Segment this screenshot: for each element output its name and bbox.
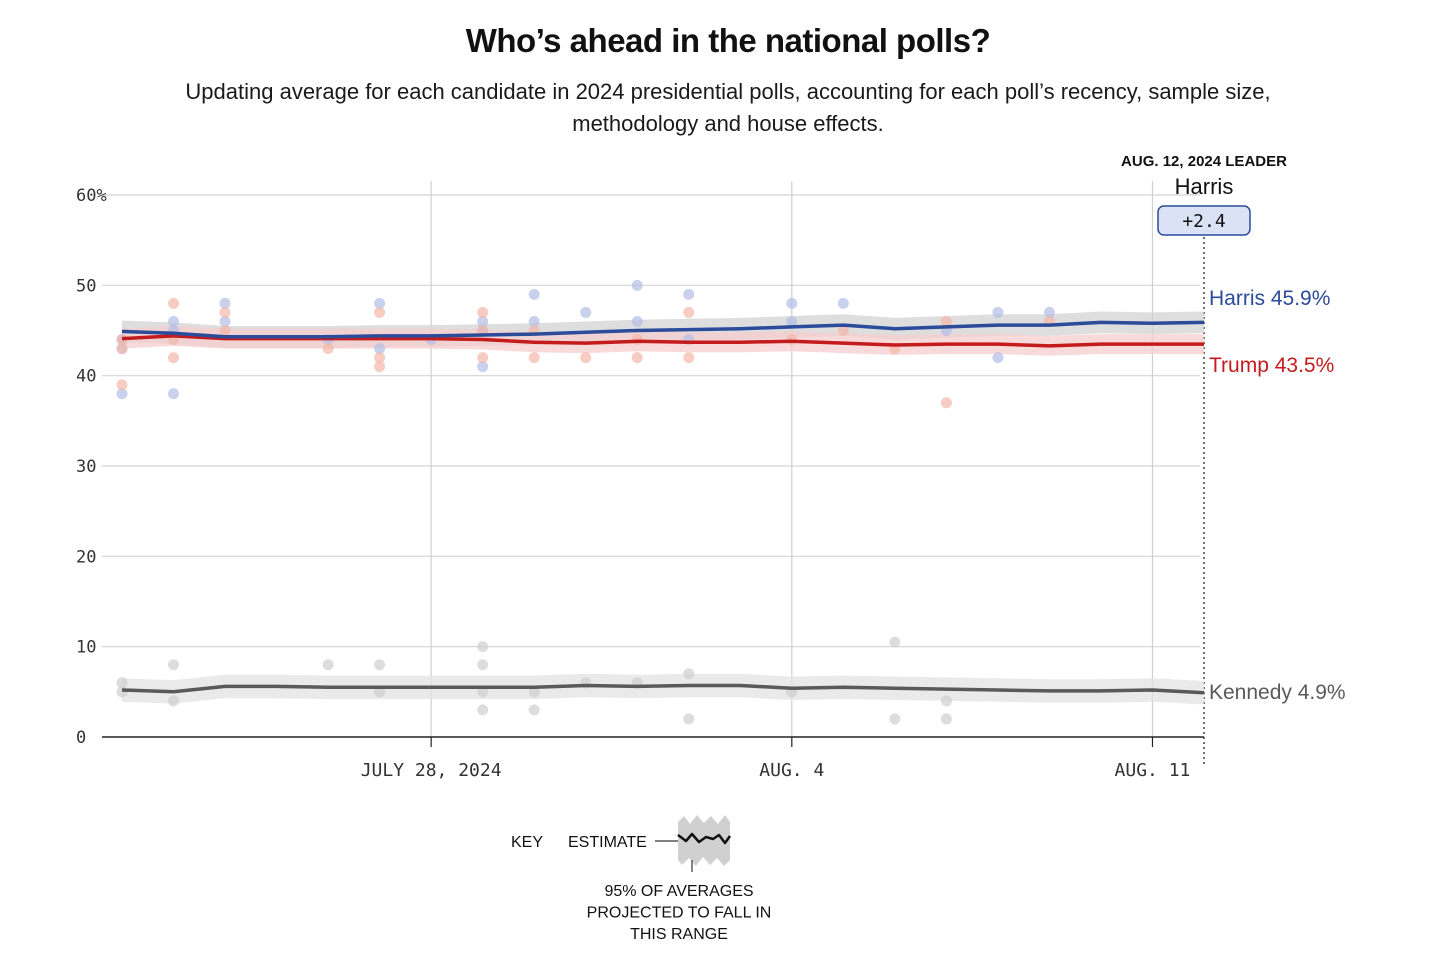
- key-label: KEY: [511, 834, 543, 851]
- poll-dot-harris: [786, 315, 798, 327]
- poll-dot-kennedy: [683, 668, 695, 680]
- poll-dot-harris: [992, 306, 1004, 318]
- x-tick-label: AUG. 4: [759, 760, 824, 781]
- poll-dot-trump: [168, 352, 180, 364]
- average-line-harris: [121, 320, 1205, 339]
- poll-dot-kennedy: [683, 713, 695, 725]
- leader-margin-badge: [1157, 205, 1251, 236]
- poll-dot-harris: [168, 315, 180, 327]
- poll-dot-kennedy: [477, 641, 489, 653]
- poll-dot-harris: [992, 352, 1004, 364]
- poll-dot-trump: [940, 397, 952, 409]
- key-estimate-label: ESTIMATE: [568, 834, 647, 851]
- poll-dot-trump: [683, 352, 695, 364]
- average-lines: [121, 320, 1205, 695]
- x-tick-label: JULY 28, 2024: [361, 760, 502, 781]
- poll-dot-kennedy: [889, 636, 901, 648]
- poll-dot-trump: [219, 325, 231, 336]
- poll-dot-harris: [168, 388, 180, 400]
- poll-dot-trump: [116, 343, 128, 355]
- poll-dot-harris: [1043, 306, 1055, 318]
- chart-title: Who’s ahead in the national polls?: [465, 22, 991, 59]
- poll-dot-kennedy: [116, 677, 128, 689]
- poll-dot-kennedy: [168, 695, 180, 707]
- end-label-harris: Harris 45.9%: [1209, 287, 1330, 310]
- chart-subtitle: Updating average for each candidate in 2…: [185, 79, 1271, 136]
- leader-box: AUG. 12, 2024 LEADER Harris +2.4: [1121, 153, 1287, 236]
- poll-dot-trump: [786, 334, 798, 346]
- key-range-label-line: PROJECTED TO FALL IN: [587, 905, 772, 922]
- poll-dot-trump: [683, 306, 695, 318]
- poll-dot-trump: [580, 352, 592, 364]
- poll-dot-harris: [528, 315, 540, 327]
- poll-dot-trump: [168, 297, 180, 309]
- y-tick-label: 40: [76, 367, 96, 387]
- poll-dot-trump: [374, 306, 386, 318]
- poll-dot-kennedy: [168, 659, 180, 671]
- poll-dot-kennedy: [528, 704, 540, 716]
- poll-dot-trump: [477, 306, 489, 318]
- key-range-band: [678, 815, 730, 866]
- poll-dot-trump: [631, 334, 643, 346]
- poll-dot-kennedy: [374, 659, 386, 671]
- poll-dot-trump: [477, 352, 489, 364]
- end-label-trump: Trump 43.5%: [1209, 354, 1334, 377]
- poll-dot-harris: [116, 388, 128, 400]
- poll-dot-kennedy: [889, 713, 901, 725]
- end-label-kennedy: Kennedy 4.9%: [1209, 681, 1346, 704]
- leader-heading: AUG. 12, 2024 LEADER: [1121, 153, 1287, 170]
- poll-dot-trump: [322, 343, 334, 355]
- poll-dot-trump: [374, 352, 386, 364]
- leader-name: Harris: [1175, 174, 1234, 199]
- poll-dot-harris: [683, 288, 695, 300]
- poll-dot-harris: [374, 297, 386, 309]
- poll-dot-trump: [837, 325, 849, 336]
- poll-dot-harris: [837, 297, 849, 309]
- poll-dot-harris: [528, 288, 540, 300]
- poll-dot-harris: [219, 315, 231, 327]
- poll-dot-trump: [219, 306, 231, 318]
- poll-dot-harris: [580, 306, 592, 318]
- poll-dot-kennedy: [477, 686, 489, 698]
- poll-dot-kennedy: [477, 704, 489, 716]
- gridlines: [102, 181, 1205, 764]
- poll-dot-kennedy: [528, 686, 540, 698]
- x-tick-label: AUG. 11: [1115, 760, 1191, 781]
- poll-dot-harris: [219, 297, 231, 309]
- confidence-bands: [122, 311, 1204, 705]
- y-tick-label: 0: [76, 728, 86, 748]
- y-tick-label: 30: [76, 457, 96, 477]
- y-tick-label: 60%: [76, 186, 107, 206]
- poll-dot-harris: [477, 315, 489, 327]
- band-kennedy: [122, 673, 1204, 705]
- leader-margin: +2.4: [1182, 211, 1225, 232]
- poll-dot-harris: [477, 361, 489, 373]
- average-line-kennedy: [121, 683, 1205, 695]
- end-labels: Harris 45.9% Trump 43.5% Kennedy 4.9%: [1209, 287, 1346, 704]
- poll-dot-kennedy: [940, 713, 952, 725]
- key-range-label-line: THIS RANGE: [630, 926, 728, 943]
- average-line-trump: [121, 334, 1204, 348]
- poll-dot-trump: [631, 352, 643, 364]
- y-tick-label: 10: [76, 638, 96, 658]
- y-tick-label: 50: [76, 276, 96, 296]
- legend-key: KEY ESTIMATE 95% OF AVERAGES PROJECTED TO F…: [511, 815, 771, 943]
- poll-dot-trump: [940, 315, 952, 327]
- poll-dot-harris: [786, 297, 798, 309]
- key-estimate-line: [677, 832, 732, 845]
- poll-dot-trump: [374, 361, 386, 373]
- y-tick-label: 20: [76, 547, 96, 567]
- poll-dot-kennedy: [322, 659, 334, 671]
- poll-dot-kennedy: [940, 695, 952, 707]
- poll-dot-kennedy: [374, 686, 386, 698]
- key-range-label-line: 95% OF AVERAGES: [604, 883, 753, 900]
- poll-dot-harris: [631, 279, 643, 291]
- poll-dot-trump: [116, 379, 128, 391]
- poll-dot-harris: [631, 315, 643, 327]
- poll-dot-harris: [374, 343, 386, 355]
- poll-dot-kennedy: [477, 659, 489, 671]
- axes: 0 10 20 30 40 50 60% JULY 28, 2024 AUG. 4 AUG. 11: [76, 186, 1204, 781]
- poll-dot-trump: [528, 352, 540, 364]
